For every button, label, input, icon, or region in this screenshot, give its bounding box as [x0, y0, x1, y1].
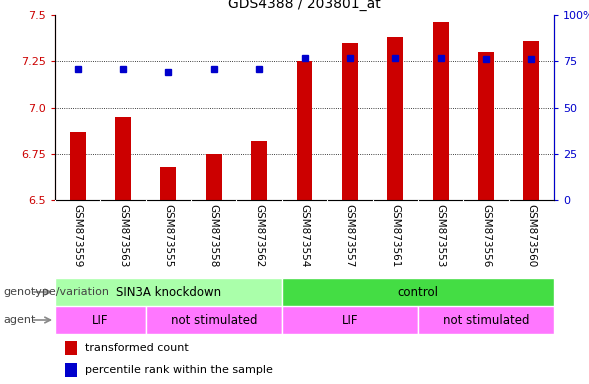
Bar: [145, 306, 282, 334]
Text: LIF: LIF: [342, 313, 358, 326]
Bar: [418, 306, 554, 334]
Text: GSM873560: GSM873560: [527, 204, 537, 267]
Bar: [55, 306, 145, 334]
Bar: [65, 363, 78, 377]
Text: GSM873561: GSM873561: [391, 204, 401, 267]
Bar: [524, 41, 540, 200]
Text: LIF: LIF: [92, 313, 108, 326]
Bar: [206, 154, 221, 200]
Text: SIN3A knockdown: SIN3A knockdown: [116, 285, 221, 298]
Bar: [251, 141, 267, 200]
Text: GSM873556: GSM873556: [481, 204, 491, 267]
Title: GDS4388 / 203801_at: GDS4388 / 203801_at: [228, 0, 381, 11]
Text: GSM873558: GSM873558: [209, 204, 219, 267]
Text: GSM873554: GSM873554: [299, 204, 309, 267]
Bar: [433, 22, 449, 200]
Bar: [282, 306, 418, 334]
Text: GSM873557: GSM873557: [345, 204, 355, 267]
Bar: [65, 341, 78, 355]
Bar: [342, 43, 358, 200]
Bar: [160, 167, 176, 200]
Text: GSM873563: GSM873563: [118, 204, 128, 267]
Bar: [70, 132, 85, 200]
Bar: [478, 52, 494, 200]
Bar: [388, 37, 403, 200]
Text: not stimulated: not stimulated: [171, 313, 257, 326]
Text: GSM873555: GSM873555: [163, 204, 173, 267]
Text: control: control: [398, 285, 438, 298]
Text: GSM873562: GSM873562: [254, 204, 264, 267]
Bar: [115, 117, 131, 200]
Text: not stimulated: not stimulated: [443, 313, 529, 326]
Bar: [282, 278, 554, 306]
Text: genotype/variation: genotype/variation: [3, 287, 109, 297]
Bar: [296, 61, 312, 200]
Text: GSM873559: GSM873559: [72, 204, 82, 267]
Text: transformed count: transformed count: [85, 343, 188, 353]
Bar: [55, 278, 282, 306]
Text: GSM873553: GSM873553: [436, 204, 446, 267]
Text: percentile rank within the sample: percentile rank within the sample: [85, 365, 273, 375]
Text: agent: agent: [3, 315, 35, 325]
